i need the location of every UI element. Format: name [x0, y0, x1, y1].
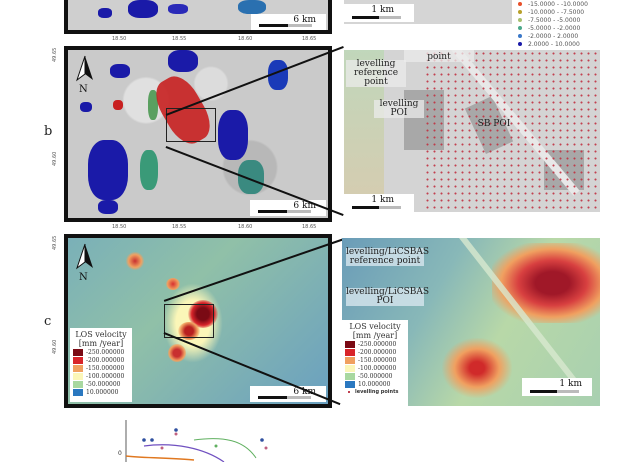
x-tick: 18.65	[302, 224, 317, 230]
x-tick: 18.50	[112, 224, 127, 230]
legend-item: 2.0000 - 10.0000	[518, 40, 612, 48]
data-cluster	[168, 4, 188, 14]
legend-item: -250.000000	[345, 340, 405, 348]
inset-map-c: levelling/LiCSBAS reference point levell…	[342, 238, 600, 406]
y-tick: 49.65	[52, 47, 58, 62]
svg-text:N: N	[79, 84, 88, 94]
data-cluster	[110, 64, 130, 78]
x-tick: 18.60	[238, 224, 253, 230]
x-tick: 18.65	[302, 36, 317, 42]
legend-item: -10.0000 - -7.5000	[518, 8, 612, 16]
legend-item: -5.0000 - -2.0000	[518, 24, 612, 32]
panel-label-b: b	[44, 124, 53, 139]
data-cluster	[128, 0, 158, 18]
legend-item: -250.000000	[73, 348, 129, 356]
data-cluster	[88, 140, 128, 200]
data-cluster	[268, 60, 288, 90]
scale-bar: 6 km	[250, 200, 326, 216]
scale-bar: 1 km	[344, 4, 414, 22]
annotation-levelling-poi: levelling POI	[374, 100, 424, 118]
panel-label-c: c	[44, 314, 52, 329]
data-cluster	[238, 0, 266, 14]
legend-item: 10.000000	[73, 388, 129, 396]
subsidence-cluster	[113, 100, 123, 110]
legend-item: -100.000000	[73, 372, 129, 380]
annotation-poi: levelling/LiCSBAS POI	[346, 287, 430, 306]
map-panel-a: 6 km	[64, 0, 332, 34]
time-series-chart	[124, 418, 284, 463]
zoom-extent-box	[164, 304, 214, 338]
subsidence-hotspot	[168, 344, 186, 362]
annotation-reference-point: levelling/LiCSBAS reference point	[346, 247, 430, 266]
scale-bar: 1 km	[522, 378, 592, 396]
data-cluster	[218, 110, 248, 160]
subsidence-hotspot	[126, 252, 144, 270]
annotation-sb-poi: SB POI	[477, 119, 511, 129]
x-tick: 18.55	[172, 36, 187, 42]
legend-item: -50.000000	[73, 380, 129, 388]
data-cluster	[168, 50, 198, 72]
scale-bar: 6 km	[251, 14, 326, 30]
x-tick: 18.50	[112, 36, 127, 42]
y-tick: 49.65	[52, 235, 58, 250]
legend-item: -50.000000	[345, 372, 405, 380]
legend-item: -7.5000 - -5.0000	[518, 16, 612, 24]
legend-item: -150.000000	[73, 364, 129, 372]
data-cluster	[140, 150, 158, 190]
inset-map-a: 1 km	[344, 0, 512, 24]
data-cluster	[80, 102, 92, 112]
svg-text:N: N	[79, 272, 88, 282]
y-tick: 0	[118, 450, 122, 457]
inset-map-b: SB reference point levelling reference p…	[344, 50, 600, 212]
y-tick: 49.60	[52, 151, 58, 166]
map-panel-c: N LOS velocity [mm /year] -250.000000 -2…	[64, 234, 332, 408]
map-panel-b: N 6 km	[64, 46, 332, 222]
scale-bar: 1 km	[344, 194, 414, 212]
subsidence-hotspot	[166, 278, 180, 290]
zoom-extent-box	[166, 108, 216, 142]
legend-item: -100.000000	[345, 364, 405, 372]
data-cluster	[148, 90, 158, 120]
los-velocity-legend: LOS velocity [mm /year] -250.000000 -200…	[70, 328, 132, 402]
north-arrow-icon: N	[74, 242, 96, 283]
north-arrow-icon: N	[74, 54, 96, 95]
x-tick: 18.55	[172, 224, 187, 230]
legend-item: -200.000000	[345, 348, 405, 356]
legend-item: -150.000000	[345, 356, 405, 364]
annotation-sb-reference: SB reference point	[404, 50, 474, 62]
legend-item: 10.000000	[345, 380, 405, 388]
legend-item: -2.0000 - 2.0000	[518, 32, 612, 40]
subsidence-hotspot	[178, 322, 200, 340]
legend-item: -200.000000	[73, 356, 129, 364]
data-cluster	[98, 8, 112, 18]
legend-levelling-points: levelling points	[345, 388, 405, 396]
y-tick: 49.60	[52, 339, 58, 354]
data-cluster	[98, 200, 118, 214]
annotation-levelling-reference: levelling reference point	[346, 60, 406, 87]
legend-item: -15.0000 - -10.0000	[518, 0, 612, 8]
los-velocity-legend-inset: LOS velocity [mm /year] -250.000000 -200…	[342, 320, 408, 406]
x-tick: 18.60	[238, 36, 253, 42]
